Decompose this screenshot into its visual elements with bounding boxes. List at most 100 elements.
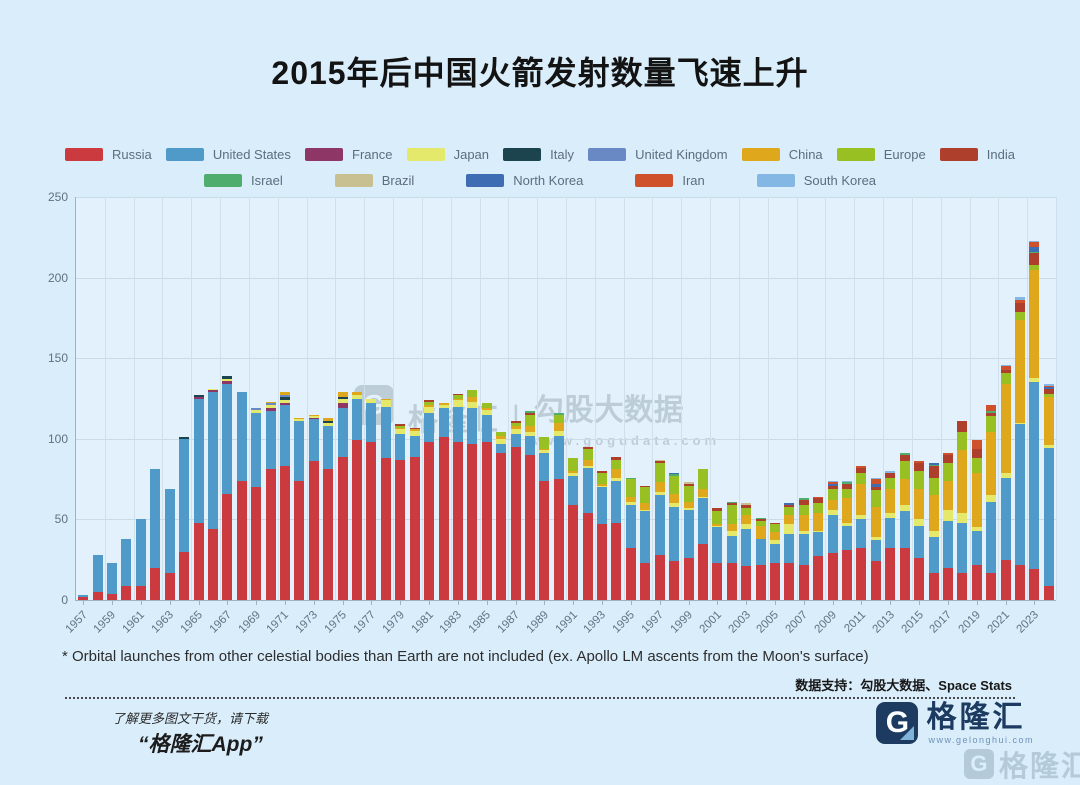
bar-segment-japan: [308, 416, 319, 418]
bar-1986: [496, 432, 507, 600]
bar-segment-russia: [78, 596, 89, 600]
x-axis-tick-label: 1987: [495, 609, 523, 636]
bar-segment-europe: [654, 463, 665, 483]
bar-1983: [452, 393, 463, 600]
bar-segment-russia: [251, 487, 262, 600]
bar-segment-europe: [928, 477, 939, 496]
bar-2022: [1014, 297, 1025, 600]
bar-segment-brazil: [741, 503, 752, 505]
legend-item-china[interactable]: China: [741, 147, 823, 162]
legend-row-1: Russia United States France Japan Italy Unite…: [65, 147, 1015, 162]
bar-segment-china: [697, 488, 708, 497]
legend-item-russia[interactable]: Russia: [65, 147, 152, 162]
bar-1968: [236, 392, 247, 600]
x-axis-tick-label: 1993: [581, 609, 609, 636]
bar-segment-india: [452, 393, 463, 396]
legend-swatch: [406, 148, 445, 161]
bar-segment-europe: [942, 463, 953, 481]
bar-segment-russia: [1043, 585, 1054, 600]
bar-segment-india: [784, 504, 795, 507]
bar-segment-europe: [452, 395, 463, 399]
bar-segment-united-states: [107, 562, 118, 594]
bar-segment-united-states: [1043, 448, 1054, 586]
bar-segment-russia: [582, 512, 593, 600]
bar-segment-china: [798, 514, 809, 531]
bar-segment-united-states: [640, 511, 651, 563]
x-axis-tick-mark: [573, 600, 575, 605]
bar-segment-japan: [294, 419, 305, 422]
x-axis-tick-label: 2017: [927, 609, 955, 636]
x-axis-tick-label: 1971: [264, 609, 292, 636]
bar-2017: [942, 453, 953, 600]
bar-1974: [323, 417, 334, 600]
bar-segment-india: [726, 503, 737, 505]
bar-segment-united-states: [207, 392, 218, 530]
bar-segment-china: [265, 401, 276, 404]
gridline-vertical: [681, 197, 683, 600]
bar-segment-france: [193, 396, 204, 399]
bar-segment-china: [914, 488, 925, 520]
bar-segment-india: [885, 472, 896, 478]
bar-segment-japan: [813, 530, 824, 533]
bar-segment-united-states: [352, 398, 363, 441]
bar-segment-europe: [813, 503, 824, 513]
legend-swatch: [635, 174, 674, 187]
bar-segment-israel: [625, 477, 636, 480]
gridline-vertical: [220, 197, 222, 600]
legend-item-india[interactable]: India: [939, 147, 1015, 162]
bar-segment-japan: [568, 472, 579, 476]
x-axis-tick-mark: [256, 600, 258, 605]
bar-segment-india: [755, 519, 766, 522]
legend-item-israel[interactable]: Israel: [203, 173, 283, 188]
bar-segment-united-states: [265, 411, 276, 470]
gridline-vertical: [479, 197, 481, 600]
bar-segment-india: [424, 400, 435, 402]
legend-item-italy[interactable]: Italy: [503, 147, 574, 162]
bar-segment-israel: [899, 453, 910, 455]
legend-label: United Kingdom: [635, 147, 728, 162]
bar-segment-japan: [524, 432, 535, 436]
bar-1984: [467, 390, 478, 600]
bar-segment-europe: [914, 471, 925, 489]
legend-item-united-kingdom[interactable]: United Kingdom: [588, 147, 728, 162]
bar-segment-israel: [726, 501, 737, 504]
bar-segment-europe: [755, 521, 766, 526]
bar-segment-italy: [337, 396, 348, 399]
bar-segment-united-states: [654, 495, 665, 555]
gridline-vertical: [738, 197, 740, 600]
bar-segment-japan: [712, 525, 723, 528]
legend-item-north-korea[interactable]: North Korea: [466, 173, 583, 188]
bar-1972: [294, 417, 305, 600]
bar-2018: [957, 421, 968, 600]
bar-segment-united-states: [856, 519, 867, 549]
bar-segment-china: [654, 482, 665, 493]
x-axis-tick-label: 1973: [293, 609, 321, 636]
x-axis-tick-mark: [717, 600, 719, 605]
bar-segment-united-kingdom: [251, 408, 262, 410]
legend-item-brazil[interactable]: Brazil: [334, 173, 414, 188]
bar-segment-europe: [1014, 311, 1025, 320]
bar-segment-japan: [251, 409, 262, 414]
legend-item-south-korea[interactable]: South Korea: [756, 173, 876, 188]
bar-1998: [669, 472, 680, 600]
bar-1976: [352, 392, 363, 600]
bar-1990: [553, 413, 564, 600]
legend-item-iran[interactable]: Iran: [635, 173, 705, 188]
legend-item-europe[interactable]: Europe: [836, 147, 926, 162]
bar-segment-russia: [1014, 564, 1025, 600]
legend-item-france[interactable]: France: [305, 147, 392, 162]
bar-segment-united-states: [424, 413, 435, 443]
bar-segment-europe: [971, 458, 982, 473]
bar-segment-india: [524, 413, 535, 415]
bar-segment-japan: [409, 430, 420, 436]
bar-segment-india: [870, 487, 881, 491]
gelonghui-logo-icon: G: [876, 702, 919, 744]
bar-segment-united-states: [193, 398, 204, 523]
bar-segment-china: [611, 469, 622, 478]
gridline-vertical: [306, 197, 308, 600]
bar-segment-india: [683, 483, 694, 486]
bar-segment-japan: [942, 509, 953, 522]
legend-item-united-states[interactable]: United States: [165, 147, 291, 162]
legend-label: North Korea: [513, 173, 584, 188]
legend-item-japan[interactable]: Japan: [406, 147, 489, 162]
